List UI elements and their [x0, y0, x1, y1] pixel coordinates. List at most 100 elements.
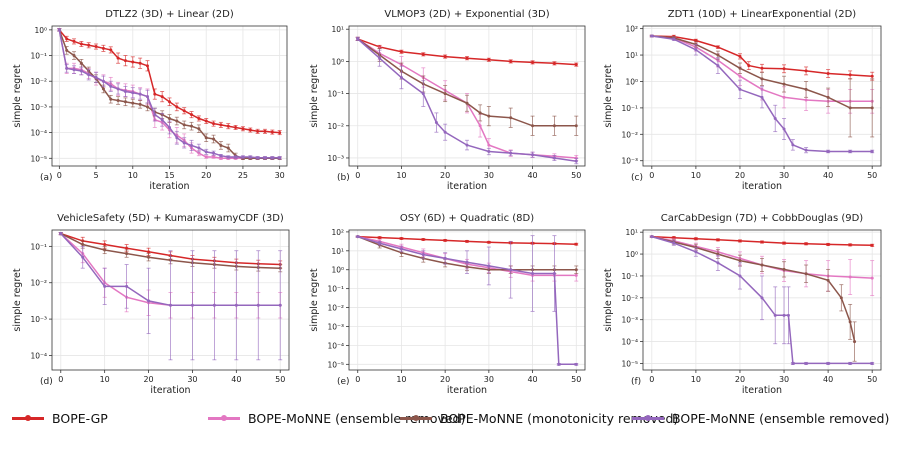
series-bope-gp-point — [421, 237, 425, 241]
x-tick-label: 0 — [649, 375, 654, 384]
legend-item-monne-pink: BOPE-MoNNE (ensemble removed) — [208, 408, 465, 428]
series-bope-gp-point — [125, 246, 129, 250]
series-monne-brown-point — [190, 124, 194, 128]
series-bope-gp-point — [378, 236, 382, 240]
series-monne-purple-point — [782, 313, 786, 317]
series-monne-purple-point — [168, 125, 171, 129]
series-monne-purple-point — [59, 232, 63, 236]
series-monne-purple-point — [848, 361, 852, 365]
series-monne-brown-point — [716, 53, 720, 57]
series-monne-purple-point — [672, 37, 676, 41]
y-tick-label: 10¹ — [625, 51, 638, 60]
series-monne-brown-point — [574, 124, 578, 128]
x-tick-label: 30 — [779, 375, 789, 384]
x-tick-label: 25 — [238, 171, 248, 180]
series-monne-brown-point — [870, 106, 874, 110]
series-bope-gp-point — [109, 48, 113, 52]
y-tick-label: 10⁻⁴ — [327, 341, 344, 350]
series-monne-brown-point — [123, 100, 127, 104]
series-bope-gp-point — [760, 66, 764, 70]
series-monne-purple-point — [399, 75, 403, 79]
y-tick-label: 10⁻¹ — [621, 272, 638, 281]
series-monne-brown-point — [848, 106, 852, 110]
series-monne-purple-point — [226, 155, 230, 159]
series-monne-pink-point — [212, 155, 216, 159]
series-monne-brown-point — [848, 320, 852, 324]
x-tick-label: 20 — [201, 171, 211, 180]
y-tick-label: 10⁻⁵ — [30, 154, 47, 163]
x-axis-label: iteration — [149, 181, 189, 192]
series-monne-purple-point — [399, 247, 403, 251]
series-monne-purple-point — [270, 156, 274, 160]
series-bope-gp-point — [738, 239, 742, 243]
series-monne-pink-point — [197, 151, 201, 155]
x-tick-label: 0 — [355, 375, 360, 384]
series-monne-purple-point — [103, 284, 107, 288]
series-monne-purple-point — [234, 155, 238, 159]
legend: BOPE-GP BOPE-MoNNE (ensemble removed) BO… — [0, 404, 897, 434]
panel-label: (c) — [631, 173, 643, 183]
x-tick-label: 0 — [57, 171, 62, 180]
series-monne-purple-point — [552, 272, 556, 276]
series-monne-purple-point — [234, 303, 238, 307]
series-monne-purple-point — [509, 268, 513, 272]
panel-label: (a) — [40, 173, 53, 183]
series-bope-gp-point — [399, 50, 403, 54]
series-monne-brown-point — [147, 255, 151, 259]
x-tick-label: 50 — [867, 171, 877, 180]
series-bope-gp-point — [182, 109, 186, 113]
panel-title: OSY (6D) + Quadratic (8D) — [400, 213, 534, 224]
series-monne-brown-point — [574, 268, 578, 272]
series-monne-brown-point — [219, 143, 223, 147]
y-tick-label: 10⁻⁴ — [30, 351, 47, 360]
y-tick-label: 10⁻³ — [621, 316, 638, 325]
series-bope-gp-point — [145, 64, 149, 68]
series-monne-brown-point — [826, 278, 830, 282]
series-group — [57, 28, 282, 160]
series-monne-pink-point — [804, 98, 808, 102]
legend-swatch-bope-gp — [12, 415, 44, 421]
x-axis-label: iteration — [742, 385, 782, 396]
x-tick-label: 30 — [275, 171, 285, 180]
legend-item-monne-purple: BOPE-MoNNE (ensemble removed) — [632, 408, 889, 428]
series-monne-purple-point — [378, 241, 382, 245]
series-monne-purple-point — [278, 156, 282, 160]
series-monne-brown-point — [804, 87, 808, 91]
panel-title: ZDT1 (10D) + LinearExponential (2D) — [668, 9, 857, 20]
series-monne-purple-point — [131, 91, 135, 95]
x-tick-label: 10 — [396, 375, 406, 384]
series-bope-gp-line — [357, 38, 577, 66]
series-monne-brown-point — [204, 136, 208, 140]
series-bope-gp-point — [79, 42, 83, 46]
series-bope-gp-point — [147, 250, 151, 254]
series-monne-purple-point — [773, 313, 777, 317]
series-monne-purple-point — [694, 250, 698, 254]
series-bope-gp-point — [234, 125, 238, 129]
series-bope-gp-point — [190, 113, 194, 117]
y-tick-label: 10⁻² — [30, 77, 47, 86]
series-monne-brown-point — [101, 87, 105, 91]
panel-title: VLMOP3 (2D) + Exponential (3D) — [384, 9, 549, 20]
x-tick-label: 20 — [735, 375, 745, 384]
series-monne-purple-point — [694, 48, 698, 52]
series-bope-gp-point — [101, 46, 105, 50]
legend-label-monne-purple: BOPE-MoNNE (ensemble removed) — [672, 410, 890, 426]
series-monne-brown-point — [145, 105, 149, 109]
series-monne-brown-point — [509, 116, 513, 120]
legend-label-monne-pink: BOPE-MoNNE (ensemble removed) — [248, 410, 466, 426]
series-monne-purple-point — [153, 113, 157, 117]
legend-swatch-monne-purple — [632, 415, 664, 421]
series-bope-gp-point — [278, 131, 282, 135]
series-monne-brown-point — [782, 267, 786, 271]
y-tick-label: 10⁻³ — [621, 157, 638, 166]
series-monne-purple-point — [87, 73, 91, 77]
series-monne-pink-point — [848, 275, 852, 279]
y-tick-label: 10⁻⁵ — [327, 360, 344, 369]
series-monne-purple-point — [791, 361, 795, 365]
series-bope-gp-point — [241, 127, 245, 131]
series-monne-pink-point — [478, 124, 482, 128]
series-monne-purple-point — [248, 155, 252, 159]
series-bope-gp-point — [443, 55, 447, 59]
series-monne-purple-point — [716, 261, 720, 265]
